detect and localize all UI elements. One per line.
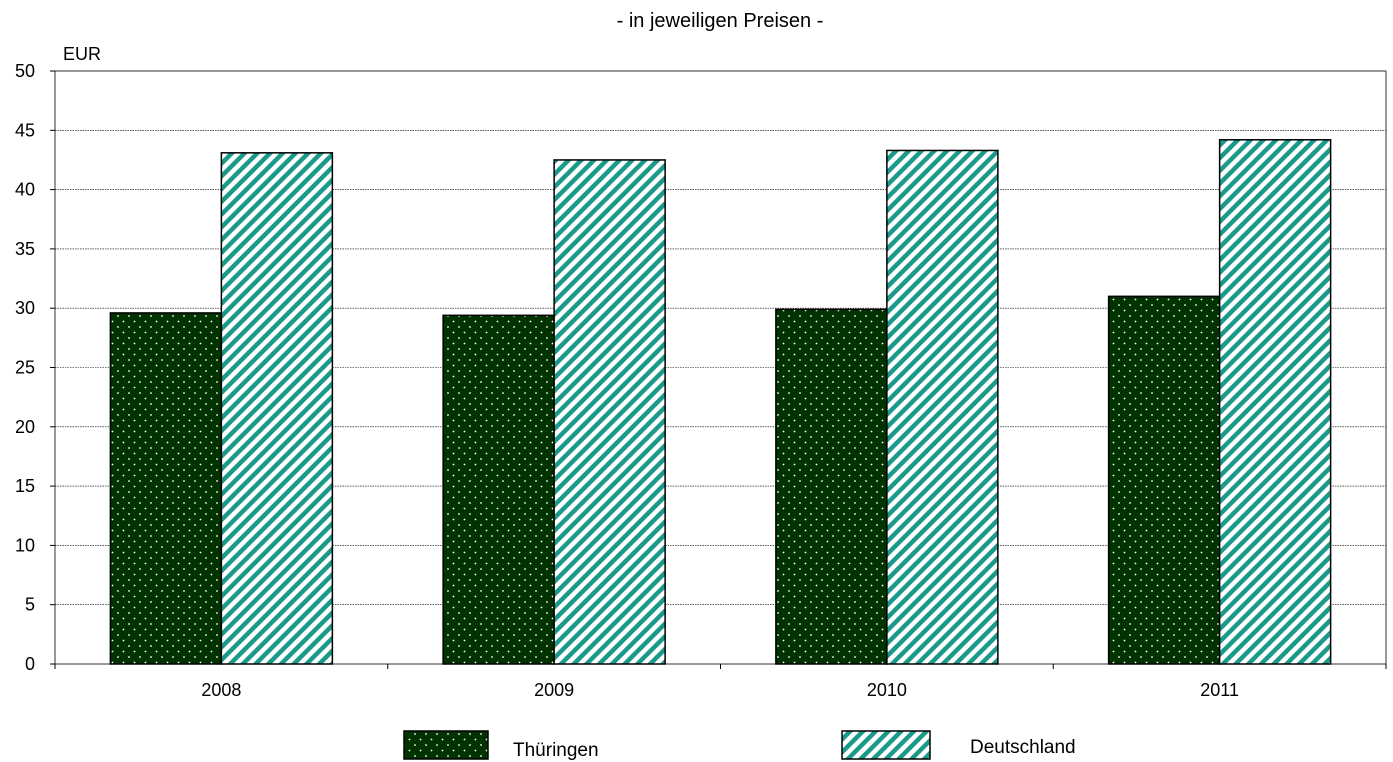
y-tick-label: 15 [15,476,35,496]
y-tick-label: 45 [15,120,35,140]
bar-deutschland-2009 [553,159,666,665]
x-tick-label: 2011 [1200,680,1239,700]
x-tick-label: 2009 [534,680,574,700]
x-tick-label: 2010 [867,680,907,700]
y-axis-unit-label: EUR [63,44,101,64]
bar-thueringen-2008 [109,312,223,665]
y-tick-label: 0 [25,654,35,674]
x-tick-label: 2008 [201,680,241,700]
legend-label-thueringen: Thüringen [513,740,599,761]
y-tick-label: 40 [15,180,35,200]
bar-deutschland-2011 [1218,139,1332,665]
chart-title: - in jeweiligen Preisen - [617,10,824,32]
x-axis-ticks: 2008 2009 2010 2011 [54,664,1387,700]
bars [109,139,1332,665]
y-tick-label: 25 [15,358,35,378]
y-tick-label: 5 [25,595,35,615]
bar-deutschland-2008 [220,152,334,665]
legend-label-deutschland: Deutschland [970,737,1076,758]
legend-swatch-deutschland [841,730,931,760]
bar-deutschland-2010 [886,149,999,665]
legend-swatch-thueringen [403,730,489,760]
bar-thueringen-2009 [442,314,555,665]
bar-thueringen-2010 [775,308,888,665]
y-tick-label: 10 [15,535,35,555]
y-tick-label: 50 [15,61,35,81]
y-tick-label: 30 [15,298,35,318]
gridlines [55,130,1386,606]
y-axis-ticks: 0 5 10 15 20 25 30 35 40 45 50 [15,61,55,674]
bar-thueringen-2011 [1107,295,1221,665]
legend: Thüringen Deutschland [403,730,1076,761]
y-tick-label: 35 [15,239,35,259]
y-tick-label: 20 [15,417,35,437]
